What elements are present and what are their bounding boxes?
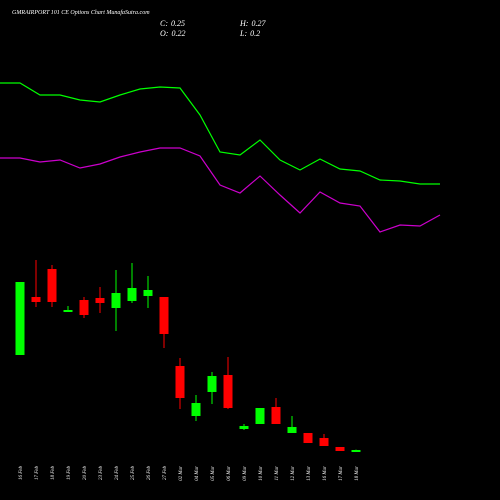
candle-body xyxy=(255,408,265,424)
candle-body xyxy=(159,297,169,334)
candle-body xyxy=(207,376,217,392)
candle-body xyxy=(63,310,73,312)
candle-body xyxy=(127,288,137,301)
x-tick-label: 05 Mar xyxy=(211,466,216,481)
stat: O: 0.22 xyxy=(160,29,185,38)
candle-body xyxy=(191,403,201,416)
x-tick-label: 12 Mar xyxy=(291,466,296,481)
candle-body xyxy=(287,427,297,433)
chart-title: GMRAIRPORT 101 CE Options Chart MunafaSu… xyxy=(12,9,150,16)
x-tick-label: 25 Feb xyxy=(131,466,136,481)
stat-value: 0.27 xyxy=(251,19,266,28)
x-tick-label: 04 Mar xyxy=(195,466,200,481)
candle-body xyxy=(31,297,41,302)
stat-label: C: xyxy=(160,19,168,28)
line-series xyxy=(0,82,440,185)
candle-body xyxy=(223,375,233,408)
stat-value: 0.2 xyxy=(250,29,260,38)
x-tick-label: 17 Feb xyxy=(35,466,40,481)
candle-body xyxy=(95,298,105,303)
x-tick-label: 09 Mar xyxy=(243,466,248,481)
line-series xyxy=(0,147,441,233)
x-tick-label: 17 Mar xyxy=(339,466,344,481)
x-tick-label: 26 Feb xyxy=(147,466,152,481)
x-tick-label: 18 Mar xyxy=(355,466,360,481)
candle-body xyxy=(15,282,25,355)
x-tick-label: 18 Feb xyxy=(51,466,56,481)
candle-body xyxy=(271,407,281,424)
candle-body xyxy=(143,290,153,296)
candle-body xyxy=(47,269,57,302)
candle-body xyxy=(335,447,345,451)
x-tick-label: 16 Mar xyxy=(323,466,328,481)
stat: H: 0.27 xyxy=(239,19,266,28)
x-tick-label: 13 Mar xyxy=(307,466,312,481)
candle-body xyxy=(111,293,121,308)
stat-value: 0.22 xyxy=(171,29,185,38)
x-tick-label: 27 Feb xyxy=(163,466,168,481)
stat-value: 0.25 xyxy=(171,19,185,28)
stat: L: 0.2 xyxy=(239,29,260,38)
stat-label: L: xyxy=(239,29,247,38)
x-tick-label: 19 Feb xyxy=(67,466,72,481)
stat-label: O: xyxy=(160,29,169,38)
x-tick-label: 11 Mar xyxy=(275,466,280,481)
candle-body xyxy=(303,433,313,443)
x-tick-label: 20 Feb xyxy=(83,466,88,481)
candle-body xyxy=(79,300,89,315)
candle-body xyxy=(351,450,361,452)
x-tick-label: 16 Feb xyxy=(19,466,24,481)
candle-body xyxy=(175,366,185,398)
candle-body xyxy=(319,438,329,446)
x-tick-label: 10 Mar xyxy=(259,466,264,481)
x-tick-label: 02 Mar xyxy=(179,466,184,481)
stat: C: 0.25 xyxy=(160,19,185,28)
x-tick-label: 23 Feb xyxy=(99,466,104,481)
stat-label: H: xyxy=(239,19,249,28)
x-tick-label: 06 Mar xyxy=(227,466,232,481)
candle-body xyxy=(239,426,249,429)
x-tick-label: 24 Feb xyxy=(115,466,120,481)
